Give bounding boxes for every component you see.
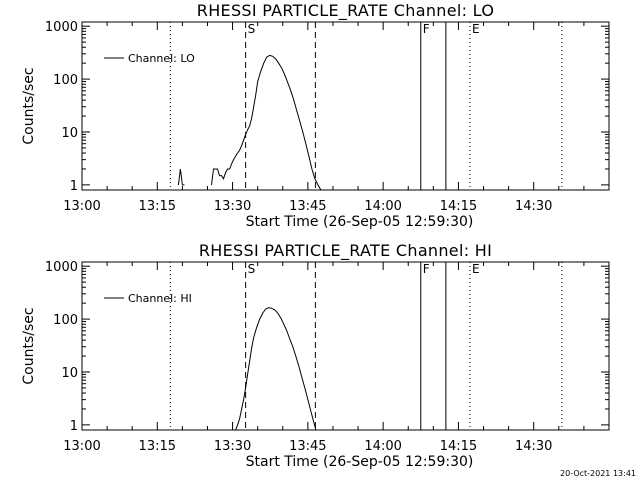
y-tick-label: 100 bbox=[53, 313, 78, 328]
data-series-line bbox=[235, 307, 317, 431]
data-series-line bbox=[177, 54, 322, 191]
chart-title: RHESSI PARTICLE_RATE Channel: HI bbox=[199, 241, 492, 261]
event-marker-label: S bbox=[248, 22, 256, 36]
x-tick-label: 13:15 bbox=[139, 199, 176, 214]
y-tick-label: 1 bbox=[70, 419, 78, 434]
plot-frame bbox=[81, 21, 610, 191]
legend-label: Channel: LO bbox=[128, 52, 195, 65]
footer-timestamp: 20-Oct-2021 13:41 bbox=[560, 469, 636, 478]
x-tick-label: 14:00 bbox=[364, 439, 401, 454]
plot-frame bbox=[81, 261, 610, 431]
chart-panel-lo: RHESSI PARTICLE_RATE Channel: LO 13:00 13:… bbox=[21, 1, 610, 230]
event-marker-label: F bbox=[423, 22, 430, 36]
y-tick-label: 1000 bbox=[45, 20, 78, 35]
x-tick-label: 13:45 bbox=[289, 199, 326, 214]
x-tick-label: 13:00 bbox=[63, 199, 100, 214]
y-tick-label: 1000 bbox=[45, 260, 78, 275]
x-tick-label: 14:30 bbox=[515, 439, 552, 454]
chart-panel-hi: RHESSI PARTICLE_RATE Channel: HI 13:00 13:… bbox=[21, 241, 610, 470]
x-axis-label: Start Time (26-Sep-05 12:59:30) bbox=[246, 454, 474, 470]
y-tick-label: 100 bbox=[53, 73, 78, 88]
event-marker-label: F bbox=[423, 262, 430, 276]
x-tick-label: 14:15 bbox=[440, 199, 477, 214]
x-tick-label: 14:15 bbox=[440, 439, 477, 454]
event-marker-label: S bbox=[248, 262, 256, 276]
x-tick-label: 14:30 bbox=[515, 199, 552, 214]
x-tick-label: 13:30 bbox=[214, 439, 251, 454]
event-marker-label: E bbox=[472, 22, 480, 36]
legend-label: Channel: HI bbox=[128, 292, 192, 305]
x-tick-label: 13:30 bbox=[214, 199, 251, 214]
x-tick-label: 14:00 bbox=[364, 199, 401, 214]
y-tick-label: 1 bbox=[70, 179, 78, 194]
y-tick-label: 10 bbox=[61, 366, 78, 381]
x-tick-label: 13:45 bbox=[289, 439, 326, 454]
y-axis-label: Counts/sec bbox=[21, 307, 37, 384]
event-marker-label: E bbox=[472, 262, 480, 276]
x-tick-label: 13:15 bbox=[139, 439, 176, 454]
x-tick-label: 13:00 bbox=[63, 439, 100, 454]
x-axis-label: Start Time (26-Sep-05 12:59:30) bbox=[246, 214, 474, 230]
chart-title: RHESSI PARTICLE_RATE Channel: LO bbox=[197, 1, 494, 21]
y-tick-label: 10 bbox=[61, 126, 78, 141]
y-axis-label: Counts/sec bbox=[21, 67, 37, 144]
